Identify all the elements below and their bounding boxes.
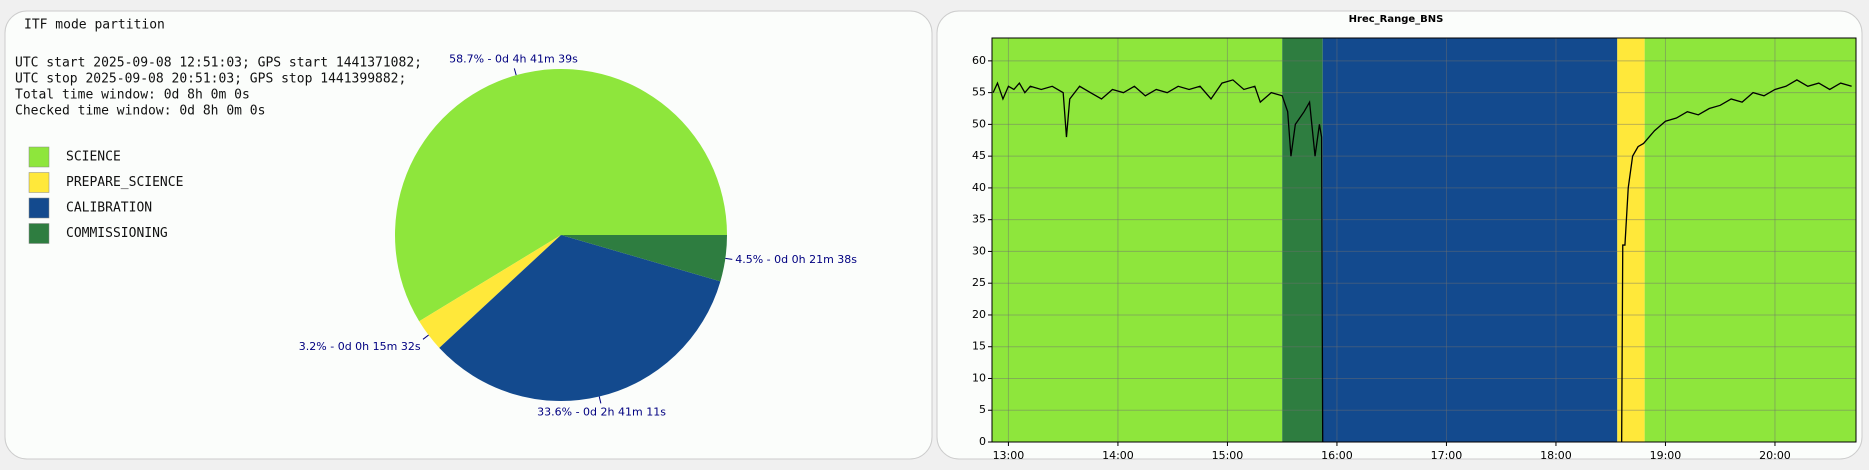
leader-line: [513, 68, 517, 76]
x-tick-label: 16:00: [1321, 449, 1353, 462]
legend-label: COMMISSIONING: [66, 226, 168, 241]
pie-slice: [395, 69, 727, 322]
x-tick-label: 20:00: [1759, 449, 1791, 462]
y-tick-label: 10: [972, 371, 986, 384]
info-line: UTC start 2025-09-08 12:51:03; GPS start…: [15, 56, 422, 71]
x-tick-label: 19:00: [1650, 449, 1682, 462]
x-tick-label: 13:00: [993, 449, 1025, 462]
legend-swatch: [28, 223, 50, 244]
legend-label: CALIBRATION: [66, 201, 152, 216]
x-tick-label: 18:00: [1540, 449, 1572, 462]
pie-slice: [419, 235, 561, 348]
leader-line: [725, 257, 733, 260]
y-tick-label: 30: [972, 244, 986, 257]
slice-label: 58.7% - 0d 4h 41m 39s: [449, 53, 578, 66]
y-tick-label: 55: [972, 86, 986, 99]
x-tick-label: 17:00: [1431, 449, 1463, 462]
y-tick-label: 15: [972, 340, 986, 353]
y-tick-label: 5: [979, 403, 986, 416]
slice-label: 4.5% - 0d 0h 21m 38s: [735, 253, 857, 266]
x-tick-label: 14:00: [1102, 449, 1134, 462]
slice-label: 3.2% - 0d 0h 15m 32s: [299, 340, 421, 353]
mode-band: [1644, 38, 1856, 442]
chart-title: Hrec_Range_BNS: [1349, 14, 1444, 25]
data-line: [992, 79, 1852, 443]
pie-slice: [561, 235, 727, 282]
x-tick-label: 15:00: [1212, 449, 1244, 462]
y-tick-label: 0: [979, 435, 986, 448]
info-line: Total time window: 0d 8h 0m 0s: [15, 88, 250, 103]
info-line: Checked time window: 0d 8h 0m 0s: [15, 104, 265, 119]
y-tick-label: 40: [972, 181, 986, 194]
mode-band: [1322, 38, 1618, 442]
y-tick-label: 45: [972, 149, 986, 162]
y-tick-label: 50: [972, 117, 986, 130]
y-tick-label: 60: [972, 54, 986, 67]
legend-label: SCIENCE: [66, 150, 121, 165]
pie-slice: [439, 235, 721, 401]
leader-line: [598, 396, 602, 404]
panel-title: ITF mode partition: [24, 18, 165, 33]
leader-line: [422, 334, 429, 340]
legend-swatch: [28, 172, 50, 193]
slice-label: 33.6% - 0d 2h 41m 11s: [537, 405, 666, 418]
mode-band: [1282, 38, 1323, 442]
y-tick-label: 20: [972, 308, 986, 321]
legend-label: PREPARE_SCIENCE: [66, 175, 183, 190]
plot-frame: [991, 37, 1857, 443]
y-tick-label: 25: [972, 276, 986, 289]
mode-band: [992, 38, 1283, 442]
y-tick-label: 35: [972, 213, 986, 226]
info-line: UTC stop 2025-09-08 20:51:03; GPS stop 1…: [15, 72, 406, 87]
legend-swatch: [28, 197, 50, 219]
legend-swatch: [28, 146, 50, 168]
